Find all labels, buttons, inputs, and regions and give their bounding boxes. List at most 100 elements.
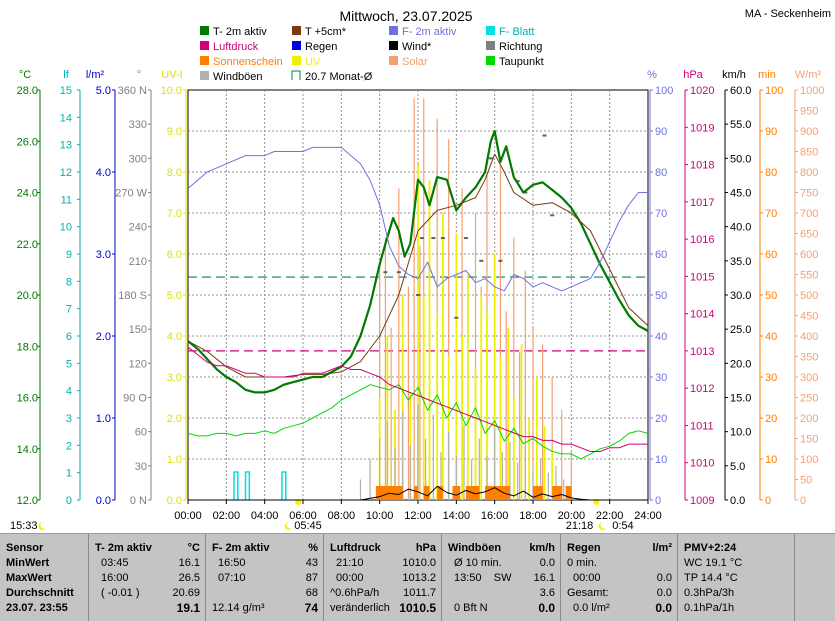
station-name: MA - Seckenheim xyxy=(745,8,831,20)
temp-min-time: 03:45 xyxy=(101,557,129,569)
solar-axis-tick-label: 250 xyxy=(800,393,818,405)
solar-axis-tick-label: 50 xyxy=(800,475,812,487)
sunshine-axis-tick-label: 90 xyxy=(765,126,777,138)
moonrise-marker-icon xyxy=(284,522,293,530)
pressure-axis-tick-label: 1014 xyxy=(690,309,714,321)
pressure-current-value: 1010.5 xyxy=(399,601,436,615)
leaf-axis-tick-label: 9 xyxy=(66,249,72,261)
legend-swatch xyxy=(389,41,398,50)
rain-total-label: Gesamt: xyxy=(567,587,609,599)
axis-unit-label: km/h xyxy=(722,69,746,81)
leaf-axis-tick-label: 3 xyxy=(66,413,72,425)
temp-axis-tick-label: 12.0 xyxy=(17,495,38,507)
temp-axis-tick-label: 28.0 xyxy=(17,85,38,97)
sensor-header: Sensor xyxy=(6,542,44,554)
leaf-wetness-bar xyxy=(233,471,239,500)
legend-label: Wind* xyxy=(402,41,432,53)
solar-axis-tick-label: 950 xyxy=(800,106,818,118)
pressure-axis-tick-label: 1013 xyxy=(690,346,714,358)
wind-axis-tick-label: 50.0 xyxy=(730,153,751,165)
legend-label: T- 2m aktiv xyxy=(213,26,267,38)
direction-axis-tick-label: 0 N xyxy=(130,495,147,507)
dewpoint-line xyxy=(187,384,649,460)
pressure-axis-tick-label: 1018 xyxy=(690,160,714,172)
moonset-time: 0:54 xyxy=(612,520,633,532)
solar-axis-tick-label: 500 xyxy=(800,290,818,302)
humidity-axis-tick-label: 20 xyxy=(655,413,667,425)
humidity-axis-tick-label: 30 xyxy=(655,372,667,384)
solar-axis-tick-label: 650 xyxy=(800,229,818,241)
summary-gusts-column: Windböen km/h Ø 10 min. 0.0 13:50 SW 16.1 3… xyxy=(442,534,561,621)
wind-axis-tick-label: 35.0 xyxy=(730,256,751,268)
humidity-axis-tick-label: 60 xyxy=(655,249,667,261)
axis-unit-label: l/m² xyxy=(86,69,105,81)
solar-axis-tick-label: 550 xyxy=(800,270,818,282)
wind-axis-tick-label: 25.0 xyxy=(730,324,751,336)
axis-unit-label: hPa xyxy=(683,69,703,81)
axis-unit-label: % xyxy=(647,69,657,81)
sunshine-bar xyxy=(533,486,543,500)
row-label-min: MinWert xyxy=(6,557,50,569)
uv-axis-tick-label: 3.0 xyxy=(167,372,182,384)
uv-axis-tick-label: 0.0 xyxy=(167,495,182,507)
pressure-max-time: 00:00 xyxy=(336,572,364,584)
rain-max-value: 0.0 xyxy=(656,572,672,584)
rain-axis-tick-label: 3.0 xyxy=(96,249,111,261)
gusts-avg-value: 0.0 xyxy=(539,557,555,569)
temp-unit: °C xyxy=(187,542,200,554)
leaf-axis-tick-label: 12 xyxy=(60,167,72,179)
uv-axis-tick-label: 7.0 xyxy=(167,208,182,220)
summary-rain-column: Regen l/m² 0 min. 00:00 0.0 Gesamt: 0.0 0.0… xyxy=(561,534,678,621)
pressure-axis-tick-label: 1016 xyxy=(690,234,714,246)
direction-axis-tick-label: 210 xyxy=(129,256,147,268)
temp-axis-tick-label: 20.0 xyxy=(17,290,38,302)
pressure-axis-tick-label: 1017 xyxy=(690,197,714,209)
solar-axis-tick-label: 900 xyxy=(800,126,818,138)
temp-line xyxy=(187,129,649,394)
legend-label: Richtung xyxy=(499,41,542,53)
pressure-min-value: 1010.0 xyxy=(402,557,436,569)
temp-current-value: 19.1 xyxy=(176,601,200,615)
legend-label: 20.7 Monat-Ø xyxy=(305,71,373,83)
legend-swatch xyxy=(292,41,301,50)
x-tick-label: 08:00 xyxy=(328,510,356,522)
direction-axis-tick-label: 330 xyxy=(129,119,147,131)
humidity-line xyxy=(187,146,648,292)
sunshine-axis-tick-label: 60 xyxy=(765,249,777,261)
temp-axis-tick-label: 22.0 xyxy=(17,239,38,251)
sunshine-axis-tick-label: 70 xyxy=(765,208,777,220)
rain-axis-tick-label: 5.0 xyxy=(96,85,111,97)
solar-axis-tick-label: 850 xyxy=(800,147,818,159)
legend-label: F- Blatt xyxy=(499,26,534,38)
pressure-3h: 0.3hPa/3h xyxy=(684,587,735,599)
moonrise-time: 15:33 xyxy=(10,520,38,532)
temp-axis-tick-label: 16.0 xyxy=(17,393,38,405)
legend-swatch xyxy=(200,56,209,65)
sunshine-axis-tick-label: 80 xyxy=(765,167,777,179)
wind-axis-tick-label: 30.0 xyxy=(730,290,751,302)
temp-axis-tick-label: 26.0 xyxy=(17,136,38,148)
direction-axis-tick-label: 360 N xyxy=(118,85,147,97)
humidity-header: F- 2m aktiv xyxy=(212,542,270,554)
pressure-axis-tick-label: 1019 xyxy=(690,122,714,134)
solar-axis-tick-label: 750 xyxy=(800,188,818,200)
direction-axis-tick-label: 90 O xyxy=(123,393,147,405)
temp-max-time: 16:00 xyxy=(101,572,129,584)
temp-header: T- 2m aktiv xyxy=(95,542,152,554)
x-tick-label: 14:00 xyxy=(443,510,471,522)
humidity-axis-tick-label: 80 xyxy=(655,167,667,179)
leaf-wetness-bar xyxy=(244,471,251,500)
uv-axis-tick-label: 8.0 xyxy=(167,167,182,179)
humidity-current-value: 74 xyxy=(304,601,318,615)
leaf-axis-tick-label: 1 xyxy=(66,468,72,480)
gusts-avg-label: Ø 10 min. xyxy=(454,557,502,569)
row-label-max: MaxWert xyxy=(6,572,52,584)
summary-temp-column: T- 2m aktiv °C 03:45 16.1 16:00 26.5 ( -0.0… xyxy=(89,534,206,621)
axis-unit-label: min xyxy=(758,69,776,81)
x-tick-label: 00:00 xyxy=(174,510,202,522)
legend-label: Luftdruck xyxy=(213,41,259,53)
dewpoint-value: TP 14.4 °C xyxy=(684,572,738,584)
axis-unit-label: W/m² xyxy=(795,69,822,81)
pressure-axis-tick-label: 1012 xyxy=(690,383,714,395)
pressure-avg-value: 1011.7 xyxy=(403,587,436,599)
